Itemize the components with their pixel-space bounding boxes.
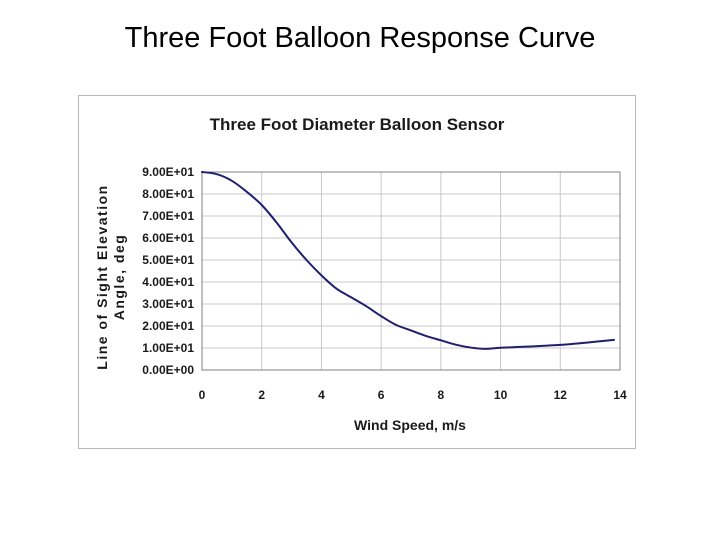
y-tick-label: 6.00E+01 <box>142 231 194 245</box>
y-tick-label: 1.00E+01 <box>142 341 194 355</box>
plot-area-border <box>201 171 621 371</box>
slide-title: Three Foot Balloon Response Curve <box>124 22 596 54</box>
y-tick-label: 4.00E+01 <box>142 275 194 289</box>
chart-title: Three Foot Diameter Balloon Sensor <box>210 115 505 134</box>
x-tick-label: 2 <box>258 388 265 402</box>
y-tick-label: 0.00E+00 <box>142 363 194 377</box>
y-tick-label: 2.00E+01 <box>142 319 194 333</box>
x-tick-label: 4 <box>318 388 325 402</box>
x-tick-label: 8 <box>438 388 445 402</box>
y-axis-label-line1: Line of Sight Elevation <box>94 184 110 369</box>
y-tick-labels: 0.00E+00 1.00E+01 2.00E+01 3.00E+01 4.00E+01… <box>142 165 194 377</box>
x-tick-label: 14 <box>613 388 627 402</box>
x-tick-label: 6 <box>378 388 385 402</box>
x-axis-label: Wind Speed, m/s <box>354 417 466 433</box>
chart-frame <box>78 95 636 449</box>
x-tick-label: 12 <box>554 388 568 402</box>
gridlines <box>201 171 621 371</box>
x-tick-label: 0 <box>199 388 206 402</box>
y-axis-label-line2: Angle, deg <box>111 234 127 321</box>
x-tick-labels: 0 2 4 6 8 10 12 14 <box>199 388 627 402</box>
y-tick-label: 5.00E+01 <box>142 253 194 267</box>
y-tick-label: 7.00E+01 <box>142 209 194 223</box>
y-tick-label: 9.00E+01 <box>142 165 194 179</box>
y-tick-label: 3.00E+01 <box>142 297 194 311</box>
series-line <box>201 171 616 350</box>
x-tick-label: 10 <box>494 388 508 402</box>
y-tick-label: 8.00E+01 <box>142 187 194 201</box>
